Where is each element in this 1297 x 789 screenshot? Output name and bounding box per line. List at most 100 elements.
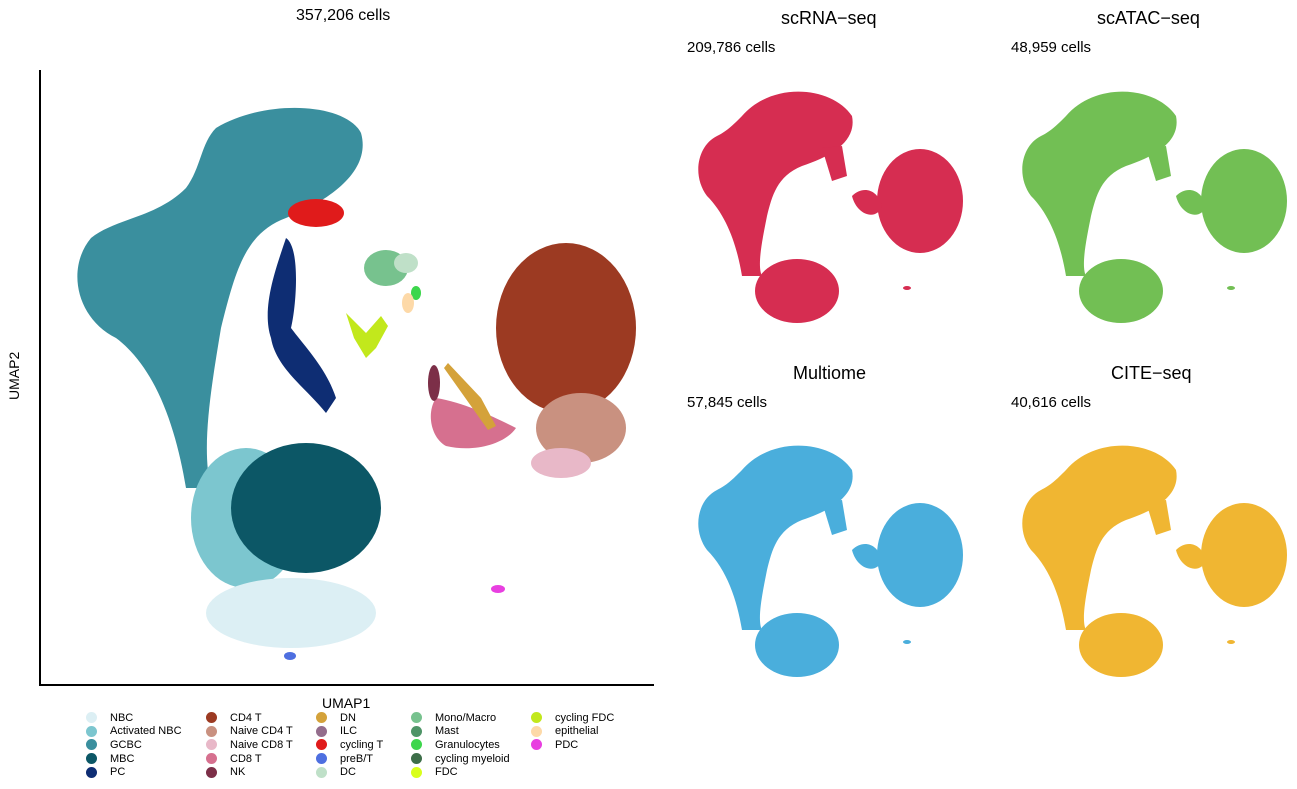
panel-1-cluster-3 — [1176, 190, 1206, 215]
panel-title-multiome: Multiome — [793, 363, 867, 383]
legend-item: MBC — [86, 752, 182, 766]
panel-0-cluster-4 — [822, 146, 847, 181]
cluster-gcbc — [77, 107, 363, 488]
legend-label: Mast — [435, 725, 459, 738]
legend-swatch-icon — [531, 725, 542, 737]
cluster-cd8-t — [430, 398, 516, 449]
legend-item: PDC — [531, 738, 614, 752]
cluster-epithelial — [402, 293, 414, 313]
legend-label: preB/T — [340, 752, 374, 765]
cluster-cd4-t — [496, 243, 636, 413]
panel-0-cluster-2 — [877, 149, 963, 253]
legend-label: Granulocytes — [435, 738, 500, 751]
panel-scatter-scrna — [698, 91, 963, 323]
legend-swatch-icon — [86, 766, 97, 778]
legend: NBC Activated NBC GCBC MBC PC CD4 T Naive CD4 … — [86, 711, 686, 786]
legend-swatch-icon — [411, 739, 422, 751]
panel-0-cluster-0 — [698, 91, 853, 276]
legend-swatch-icon — [206, 712, 217, 724]
panel-3-cluster-1 — [1079, 613, 1163, 677]
legend-item: cycling FDC — [531, 711, 614, 725]
legend-swatch-icon — [531, 739, 542, 751]
panel-0-cluster-5 — [903, 286, 911, 290]
cluster-nk — [428, 365, 440, 401]
panel-3-cluster-4 — [1146, 500, 1171, 535]
legend-item: epithelial — [531, 725, 614, 739]
panel-3-cluster-3 — [1176, 544, 1206, 569]
main-umap-scatter — [39, 70, 654, 686]
legend-swatch-icon — [531, 712, 542, 724]
legend-label: DN — [340, 711, 356, 724]
legend-item: Mast — [411, 725, 510, 739]
legend-swatch-icon — [411, 712, 422, 724]
legend-swatch-icon — [86, 753, 97, 765]
legend-swatch-icon — [411, 753, 422, 765]
legend-swatch-icon — [86, 712, 97, 724]
panel-scatter-scatac — [1022, 91, 1287, 323]
cluster-pc — [267, 238, 336, 413]
panel-1-cluster-4 — [1146, 146, 1171, 181]
legend-label: FDC — [435, 766, 458, 779]
legend-swatch-icon — [411, 725, 422, 737]
legend-label: ILC — [340, 725, 358, 738]
legend-swatch-icon — [316, 725, 327, 737]
panel-count-scatac: 48,959 cells — [1011, 39, 1092, 56]
legend-item: FDC — [411, 765, 510, 779]
panel-0-cluster-1 — [755, 259, 839, 323]
panel-count-citeseq: 40,616 cells — [1011, 394, 1092, 411]
legend-swatch-icon — [206, 725, 217, 737]
legend-item: NBC — [86, 711, 182, 725]
legend-item: Activated NBC — [86, 725, 182, 739]
legend-item: cycling myeloid — [411, 752, 510, 766]
legend-item: PC — [86, 765, 182, 779]
panel-count-multiome: 57,845 cells — [687, 394, 768, 411]
legend-column: CD4 T Naive CD4 T Naive CD8 T CD8 T NK — [206, 711, 293, 779]
legend-item: DN — [316, 711, 383, 725]
legend-swatch-icon — [206, 766, 217, 778]
panel-1-cluster-5 — [1227, 286, 1235, 290]
legend-item: cycling T — [316, 738, 383, 752]
main-plot-title: 357,206 cells — [296, 7, 391, 24]
panel-scatter-multiome — [698, 445, 963, 677]
legend-item: Naive CD4 T — [206, 725, 293, 739]
cluster-nbc — [206, 578, 376, 648]
legend-swatch-icon — [316, 766, 327, 778]
legend-swatch-icon — [206, 739, 217, 751]
legend-swatch-icon — [411, 766, 422, 778]
panel-1-cluster-0 — [1022, 91, 1177, 276]
cluster-dn — [444, 363, 496, 430]
legend-label: Naive CD8 T — [230, 738, 293, 751]
legend-swatch-icon — [86, 725, 97, 737]
panel-2-cluster-2 — [877, 503, 963, 607]
y-axis-label: UMAP2 — [6, 351, 22, 400]
legend-label: Naive CD4 T — [230, 725, 293, 738]
legend-label: Activated NBC — [110, 725, 182, 738]
legend-label: NBC — [110, 711, 134, 724]
panel-0-cluster-3 — [852, 190, 882, 215]
legend-label: GCBC — [110, 738, 142, 751]
panel-2-cluster-3 — [852, 544, 882, 569]
legend-label: cycling FDC — [555, 711, 615, 724]
legend-item: Naive CD8 T — [206, 738, 293, 752]
panel-1-cluster-2 — [1201, 149, 1287, 253]
cluster-layer — [77, 107, 636, 660]
panel-2-cluster-4 — [822, 500, 847, 535]
legend-item: Mono/Macro — [411, 711, 510, 725]
panel-2-cluster-1 — [755, 613, 839, 677]
legend-swatch-icon — [316, 712, 327, 724]
panel-3-cluster-0 — [1022, 445, 1177, 630]
legend-swatch-icon — [316, 739, 327, 751]
panel-scatter-citeseq — [1022, 445, 1287, 677]
cluster-preb-t — [284, 652, 296, 660]
cluster-granulocytes — [411, 286, 421, 300]
legend-label: epithelial — [555, 725, 599, 738]
legend-label: PC — [110, 766, 126, 779]
legend-item: Granulocytes — [411, 738, 510, 752]
legend-label: Mono/Macro — [435, 711, 497, 724]
legend-item: ILC — [316, 725, 383, 739]
panel-title-scatac: scATAC−seq — [1097, 8, 1200, 28]
legend-label: MBC — [110, 752, 135, 765]
panel-title-citeseq: CITE−seq — [1111, 363, 1192, 383]
panel-count-scrna: 209,786 cells — [687, 39, 776, 56]
